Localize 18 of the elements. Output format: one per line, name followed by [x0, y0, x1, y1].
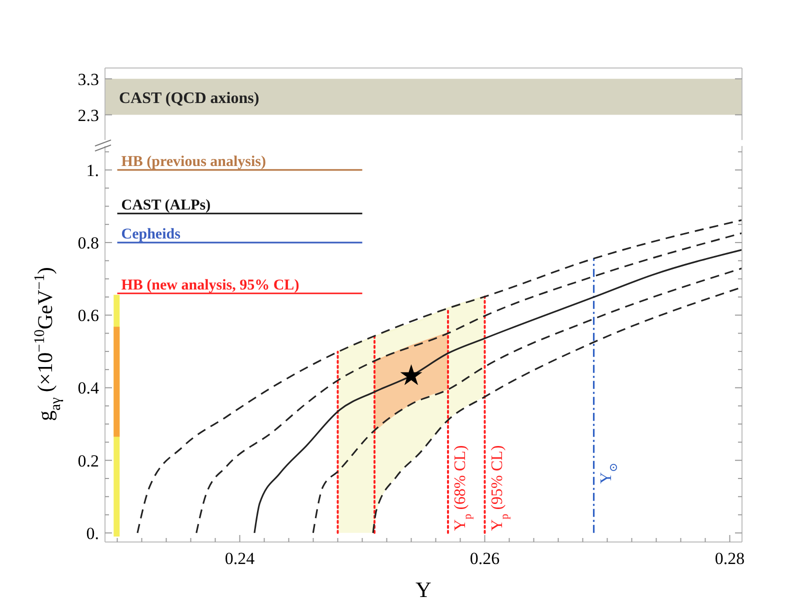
- y-tick-label: 0.6: [78, 306, 99, 326]
- y-tick-label: 1.: [86, 160, 99, 180]
- y-tick-label: 0.2: [78, 451, 99, 470]
- x-tick-label: 0.26: [470, 549, 500, 568]
- x-tick-label: 0.24: [224, 549, 256, 568]
- y-tick-label: 0.4: [78, 378, 100, 398]
- series-label: CAST (ALPs): [121, 198, 211, 214]
- x-axis-title: Y: [416, 577, 432, 602]
- band-label: CAST (QCD axions): [119, 90, 260, 107]
- series-label: Cepheids: [121, 226, 181, 243]
- series-label: HB (new analysis, 95% CL): [121, 277, 300, 294]
- y-tick-label: 0.: [86, 524, 99, 543]
- x-tick-label: 0.28: [714, 549, 745, 568]
- series-label: HB (previous analysis): [121, 154, 266, 170]
- y-tick-label: 0.8: [78, 234, 99, 252]
- y-tick-label: 3.3: [78, 70, 99, 89]
- line-series: [312, 268, 743, 534]
- y-tick-label: 2.3: [78, 106, 99, 125]
